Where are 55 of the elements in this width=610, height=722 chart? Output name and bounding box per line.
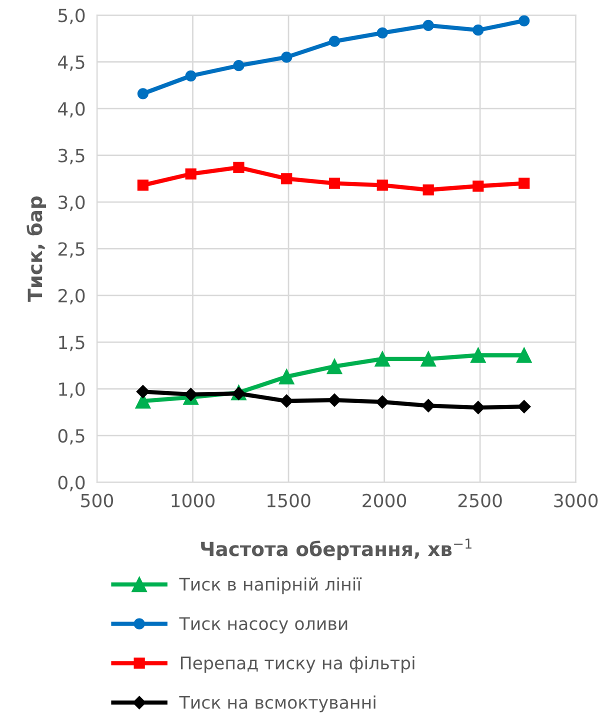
x-axis-title: Частота обертання, хв$^{−1}$ bbox=[201, 538, 472, 560]
y-axis-title: Тиск, бар bbox=[26, 196, 46, 302]
point bbox=[137, 180, 149, 191]
y-tick-label: 5,0 bbox=[58, 8, 85, 24]
point bbox=[470, 348, 486, 363]
point bbox=[472, 24, 484, 36]
point bbox=[518, 15, 530, 26]
point bbox=[328, 393, 342, 407]
y-tick-label: 3,0 bbox=[58, 195, 85, 211]
legend-label: Перепад тиску на фільтрі bbox=[180, 656, 414, 673]
y-tick-label: 4,5 bbox=[58, 56, 84, 71]
point bbox=[518, 178, 530, 189]
legend-label: Тиск насосу оливи bbox=[179, 617, 348, 634]
point bbox=[328, 178, 340, 189]
point bbox=[420, 351, 436, 367]
legend-label: Тиск в напірній лінії bbox=[179, 577, 362, 594]
y-tick-label: 4,0 bbox=[58, 102, 85, 118]
point bbox=[472, 180, 484, 192]
y-tick-label: 0,5 bbox=[58, 429, 84, 445]
point bbox=[518, 400, 531, 414]
point bbox=[326, 358, 342, 374]
point bbox=[374, 351, 390, 367]
point bbox=[422, 399, 435, 412]
point bbox=[376, 27, 388, 38]
point bbox=[472, 400, 485, 414]
point bbox=[516, 348, 532, 363]
point bbox=[281, 173, 292, 184]
x-tick-label: 1000 bbox=[172, 494, 215, 508]
point bbox=[281, 52, 292, 63]
y-tick-label: 0,0 bbox=[58, 476, 85, 492]
x-tick-label: 2000 bbox=[362, 494, 406, 508]
y-tick-label: 2,0 bbox=[58, 288, 85, 304]
point bbox=[233, 162, 244, 174]
x-tick-label: 2500 bbox=[458, 494, 502, 508]
x-tick-label: 1500 bbox=[268, 494, 310, 508]
legend-label: Тиск на всмоктуванні bbox=[179, 695, 376, 712]
point bbox=[136, 385, 150, 398]
point bbox=[422, 20, 434, 31]
y-tick-label: 1,0 bbox=[59, 382, 85, 398]
point bbox=[184, 388, 198, 402]
point bbox=[376, 395, 389, 409]
point bbox=[376, 180, 388, 191]
y-tick-label: 2,5 bbox=[58, 242, 84, 258]
point bbox=[328, 36, 340, 47]
point bbox=[278, 369, 294, 384]
y-tick-label: 3,5 bbox=[58, 148, 84, 164]
point bbox=[185, 168, 196, 180]
point bbox=[137, 88, 149, 100]
x-tick-label: 3000 bbox=[554, 494, 598, 508]
point bbox=[233, 60, 244, 72]
y-tick-label: 1,5 bbox=[59, 336, 84, 352]
point bbox=[185, 70, 196, 82]
point bbox=[422, 184, 434, 196]
point bbox=[280, 394, 294, 408]
x-tick-label: 500 bbox=[81, 494, 114, 508]
